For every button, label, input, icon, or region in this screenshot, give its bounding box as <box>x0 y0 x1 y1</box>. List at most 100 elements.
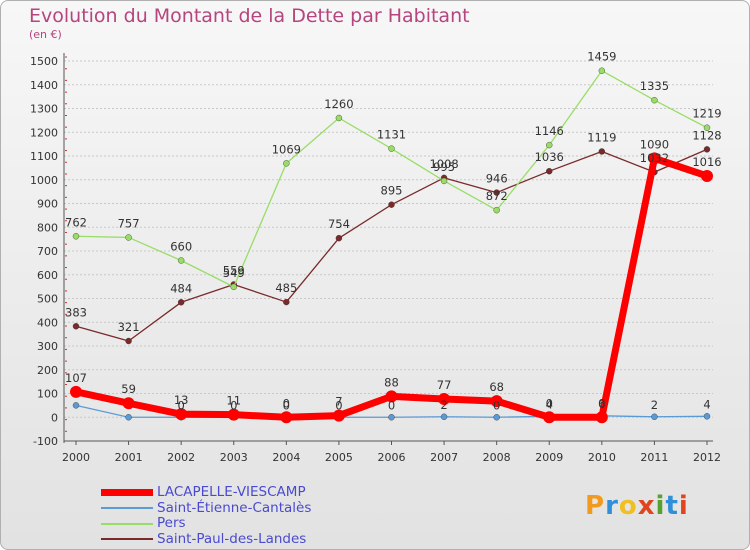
data-point <box>388 201 395 208</box>
data-point <box>125 234 132 241</box>
data-label: 59 <box>121 382 136 396</box>
legend-item: Pers <box>101 516 311 532</box>
data-label: 13 <box>174 393 189 407</box>
data-label: 946 <box>486 172 508 186</box>
data-label: 1069 <box>272 142 301 156</box>
data-point <box>177 299 185 306</box>
data-label: 1131 <box>377 128 406 142</box>
data-point <box>598 148 606 155</box>
y-tick-label: 1100 <box>30 150 58 163</box>
data-label: 1459 <box>587 50 616 64</box>
legend-item: Saint-Paul-des-Landes <box>101 530 311 548</box>
logo-letter: i <box>678 491 689 521</box>
x-tick-label: 2000 <box>62 451 90 464</box>
data-point <box>280 411 293 424</box>
y-tick-label: 300 <box>37 340 58 353</box>
chart-title: Evolution du Montant de la Dette par Hab… <box>29 5 470 27</box>
chart-subtitle: (en €) <box>29 28 62 41</box>
legend-swatch <box>101 489 153 497</box>
proxiti-logo: Proxiti <box>585 491 689 521</box>
data-point <box>651 96 658 104</box>
data-label: 0 <box>598 396 605 410</box>
y-tick-label: 700 <box>37 245 58 258</box>
data-point <box>72 323 80 330</box>
y-tick-label: 0 <box>51 411 58 424</box>
data-point <box>703 146 711 153</box>
data-point <box>703 124 711 131</box>
logo-letter: o <box>618 491 638 521</box>
data-label: 0 <box>388 398 395 412</box>
data-point <box>440 177 448 185</box>
data-point <box>546 167 553 175</box>
data-label: 0 <box>178 398 185 412</box>
data-label: 1335 <box>640 79 669 93</box>
data-label: 321 <box>118 320 140 334</box>
data-point <box>701 169 713 182</box>
data-point <box>72 233 80 240</box>
data-point <box>543 411 556 424</box>
legend-label: Saint-Paul-des-Landes <box>157 530 307 547</box>
x-tick-label: 2009 <box>535 451 563 464</box>
data-point <box>388 145 395 152</box>
y-tick-label: 900 <box>37 198 58 211</box>
data-label: 4 <box>546 397 553 411</box>
data-label: 383 <box>65 305 87 319</box>
data-point <box>70 385 82 398</box>
y-tick-label: 500 <box>37 293 58 306</box>
data-label: 1016 <box>692 155 721 169</box>
data-label: 0 <box>230 398 237 412</box>
data-point <box>227 408 240 421</box>
legend-swatch <box>101 538 153 541</box>
data-point <box>493 189 500 196</box>
data-label: 7 <box>335 395 342 409</box>
data-point <box>335 114 343 122</box>
data-point <box>648 152 661 165</box>
data-label: 757 <box>118 216 140 230</box>
legend: LACAPELLE-VIESCAMP Saint-Étienne-Cantalès… <box>101 485 311 547</box>
data-label: 0 <box>335 398 342 412</box>
legend-item: LACAPELLE-VIESCAMP <box>101 485 311 501</box>
x-tick-label: 2002 <box>167 451 195 464</box>
x-tick-label: 2001 <box>115 451 143 464</box>
data-point <box>493 414 500 421</box>
y-tick-label: 400 <box>37 316 58 329</box>
y-tick-label: 1200 <box>30 126 58 139</box>
data-point <box>703 413 711 420</box>
logo-letter: x <box>637 491 656 521</box>
data-point <box>385 390 398 403</box>
logo-letter: r <box>605 491 619 521</box>
data-label: 88 <box>384 375 399 389</box>
data-label: 660 <box>170 240 192 254</box>
x-tick-label: 2003 <box>220 451 248 464</box>
x-tick-label: 2012 <box>693 451 721 464</box>
data-label: 1090 <box>640 137 669 151</box>
data-point <box>230 283 237 291</box>
data-point <box>125 414 132 421</box>
data-label: 995 <box>433 160 455 174</box>
data-point <box>546 141 553 149</box>
legend-label: Pers <box>157 515 186 532</box>
data-label: 0 <box>283 398 290 412</box>
logo-letter: P <box>585 491 606 521</box>
data-label: 549 <box>223 266 245 280</box>
data-label: 11 <box>226 394 241 408</box>
data-point <box>283 298 290 306</box>
data-label: 1219 <box>692 107 721 121</box>
x-tick-label: 2006 <box>378 451 406 464</box>
data-label: 872 <box>486 189 508 203</box>
data-label: 0 <box>493 398 500 412</box>
y-tick-label: 1000 <box>30 174 58 187</box>
y-tick-label: 600 <box>37 269 58 282</box>
y-tick-label: 800 <box>37 221 58 234</box>
data-label: 1146 <box>535 124 564 138</box>
y-tick-label: 100 <box>37 388 58 401</box>
data-label: 754 <box>328 217 350 231</box>
data-label: 2 <box>440 398 447 412</box>
data-point <box>283 160 290 167</box>
x-tick-label: 2011 <box>640 451 668 464</box>
x-tick-label: 2004 <box>272 451 300 464</box>
data-label: 559 <box>223 263 245 277</box>
legend-swatch <box>101 522 153 525</box>
